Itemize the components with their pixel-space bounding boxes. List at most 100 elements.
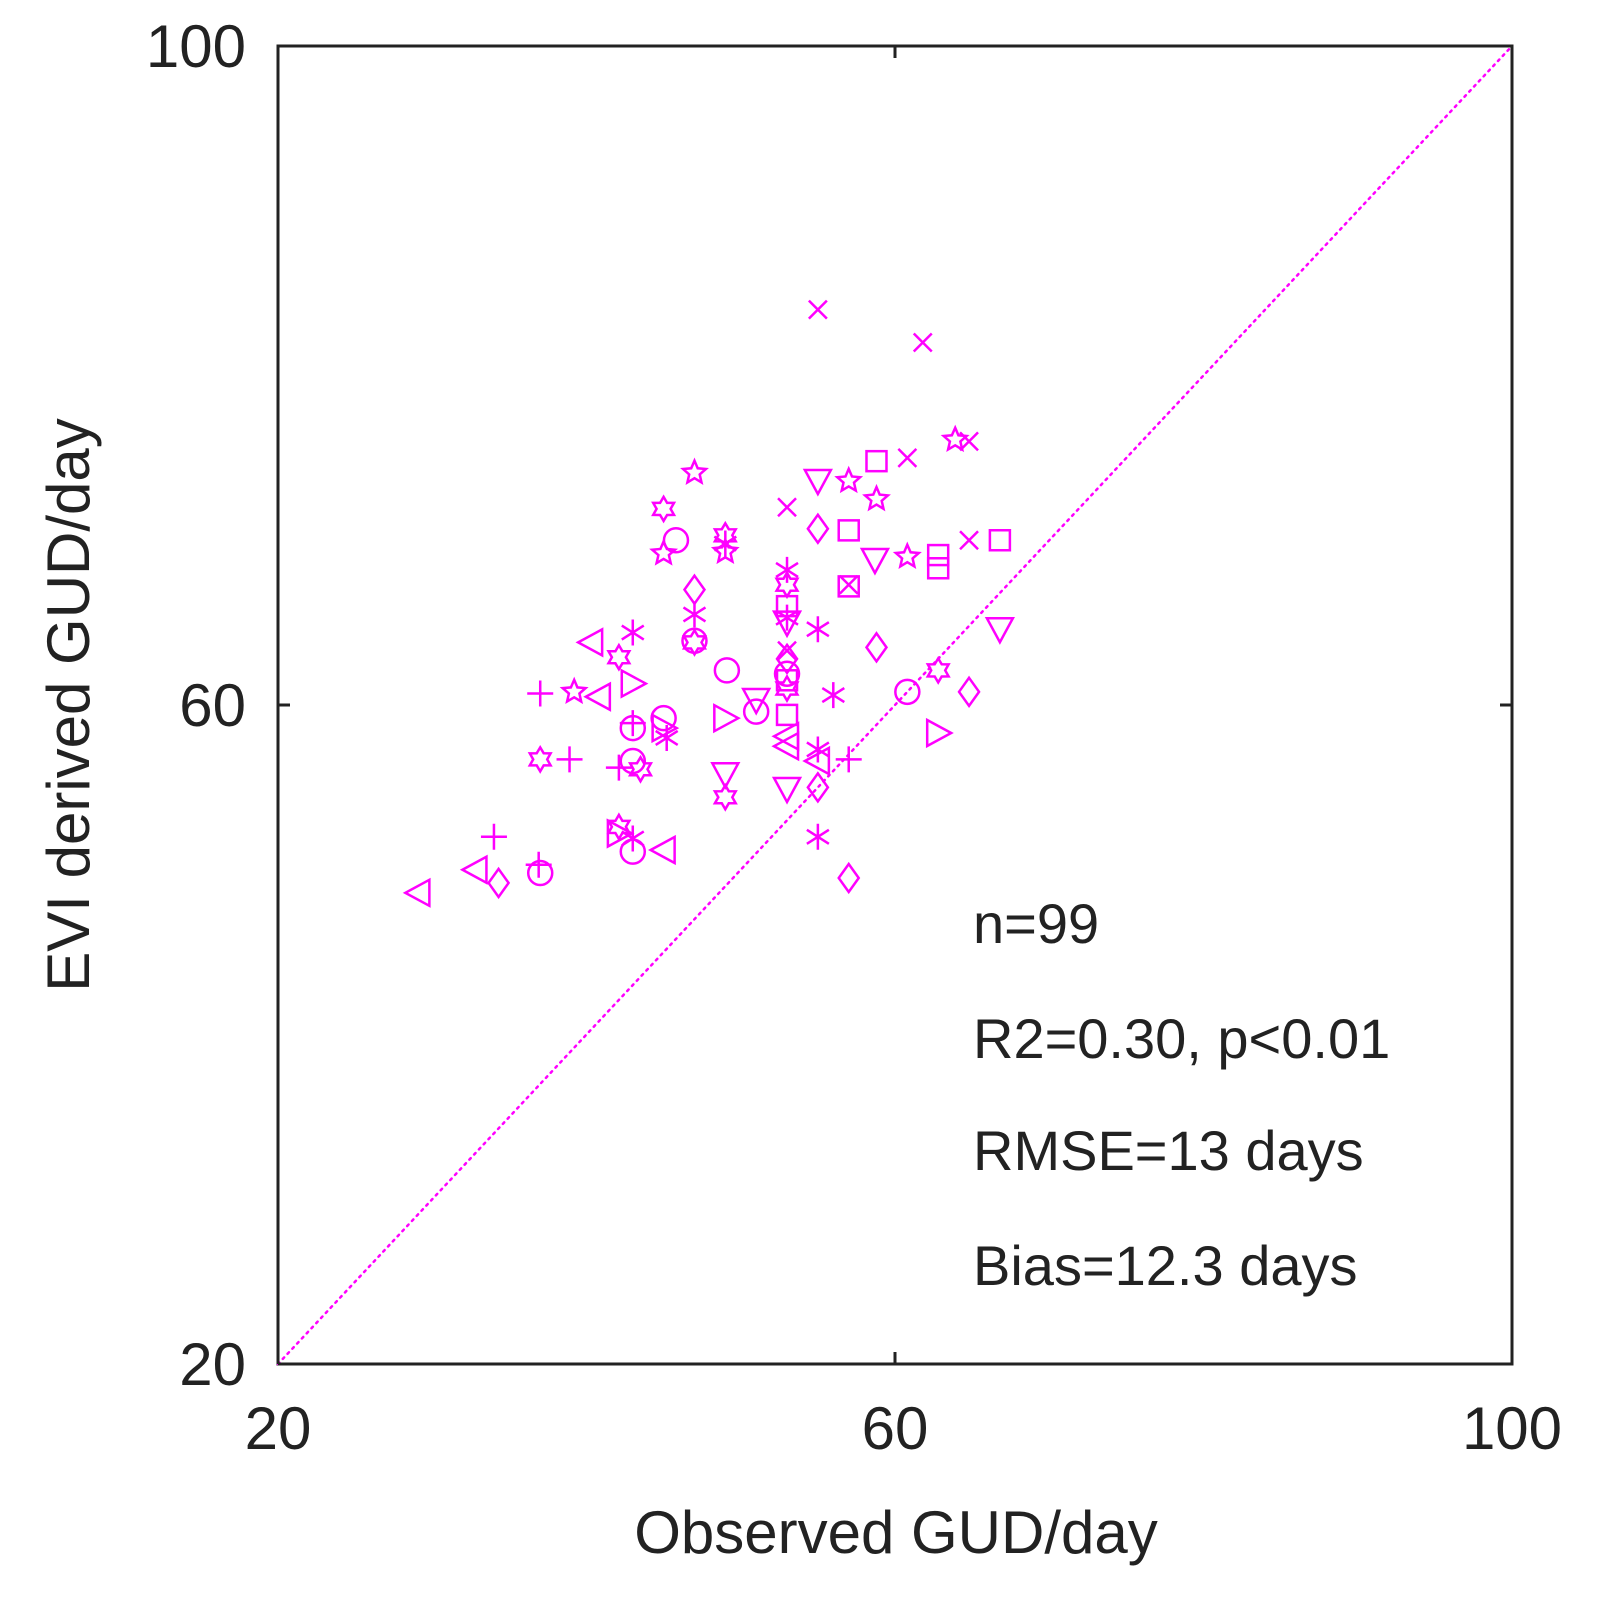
data-point-diamond	[775, 642, 799, 676]
data-point-square	[926, 543, 950, 567]
data-point-pentagram	[680, 457, 709, 485]
data-point-pentagram	[559, 676, 589, 705]
data-point-triangle-down	[771, 610, 803, 639]
annotation-rmse: RMSE=13 days	[973, 1119, 1364, 1182]
data-point-asterisk	[806, 616, 830, 643]
data-point-square	[926, 557, 950, 580]
data-point-triangle-down	[710, 761, 741, 790]
x-axis-tick-labels: 20 60 100	[245, 1395, 1562, 1462]
data-point-plus	[605, 754, 632, 781]
data-point-hexagram	[681, 627, 708, 657]
x-axis-label: Observed GUD/day	[634, 1499, 1158, 1566]
plot-area	[276, 44, 1514, 1366]
data-point-circle	[713, 657, 741, 684]
data-point-asterisk	[806, 736, 830, 763]
axis-ticks	[276, 44, 1514, 1366]
data-point-square	[775, 669, 799, 692]
data-point-square	[837, 519, 860, 542]
annotation-r2: R2=0.30, p<0.01	[973, 1007, 1390, 1070]
data-point-diamond	[957, 675, 981, 708]
data-point-x	[838, 574, 859, 595]
data-point-pentagram	[862, 483, 891, 512]
data-point-circle	[619, 838, 647, 865]
data-point-x	[807, 299, 828, 320]
x-tick-label: 20	[245, 1395, 312, 1462]
data-point-square	[837, 575, 860, 598]
data-point-diamond	[682, 573, 707, 606]
data-point-circle	[742, 698, 770, 725]
data-point-x	[959, 530, 979, 551]
data-point-circle	[662, 527, 690, 554]
data-point-plus	[556, 746, 583, 773]
data-point-triangle-down	[771, 776, 803, 805]
data-point-plus	[835, 746, 862, 773]
data-point-x	[777, 640, 797, 661]
data-point-triangle-left	[583, 681, 612, 712]
data-point-triangle-down	[984, 616, 1015, 645]
one-to-one-reference-line	[276, 44, 1514, 1366]
data-point-triangle-down	[802, 468, 833, 497]
y-tick-label: 20	[179, 1331, 246, 1398]
data-point-diamond	[837, 861, 861, 895]
y-axis-tick-labels: 20 60 100	[146, 13, 246, 1398]
data-point-hexagram	[627, 754, 654, 784]
data-point-triangle-right	[620, 668, 649, 699]
data-point-triangle-left	[575, 627, 604, 658]
data-point-plus	[527, 680, 554, 707]
scatter-points	[402, 299, 1015, 908]
data-point-plus	[525, 851, 552, 878]
data-point-triangle-left	[771, 731, 800, 762]
y-tick-label: 100	[146, 13, 246, 80]
data-point-square	[988, 529, 1012, 552]
data-point-asterisk	[682, 601, 707, 628]
data-point-pentagram	[710, 536, 740, 565]
x-tick-label: 100	[1462, 1395, 1562, 1462]
data-point-x	[897, 447, 918, 468]
data-point-triangle-right	[925, 717, 954, 749]
data-point-asterisk	[821, 682, 845, 709]
data-point-x	[777, 497, 797, 518]
data-point-circle	[773, 660, 801, 687]
data-point-pentagram	[834, 465, 864, 494]
data-point-triangle-right	[651, 712, 680, 744]
data-point-plus	[619, 710, 646, 737]
data-point-hexagram	[527, 744, 553, 774]
data-point-hexagram	[774, 674, 800, 703]
data-point-hexagram	[651, 494, 677, 524]
data-point-square	[865, 449, 888, 473]
x-tick-label: 60	[862, 1395, 929, 1462]
data-point-hexagram	[712, 782, 738, 812]
data-point-triangle-right	[713, 703, 741, 734]
data-point-triangle-right	[606, 818, 635, 849]
data-point-triangle-left	[802, 745, 831, 777]
data-point-x	[959, 431, 979, 452]
data-point-pentagram	[649, 538, 679, 566]
annotation-n: n=99	[973, 892, 1099, 955]
data-point-triangle-down	[741, 687, 772, 716]
data-point-triangle-down	[859, 547, 891, 576]
data-point-pentagram	[892, 541, 922, 569]
data-point-triangle-left	[402, 877, 431, 908]
y-axis-label: EVI derived GUD/day	[35, 418, 102, 992]
data-point-triangle-left	[648, 834, 676, 866]
data-point-hexagram	[925, 655, 951, 685]
stats-annotations: n=99 R2=0.30, p<0.01 RMSE=13 days Bias=1…	[973, 892, 1390, 1297]
data-point-asterisk	[621, 619, 645, 646]
data-point-diamond	[864, 631, 889, 664]
data-point-asterisk	[775, 556, 799, 583]
data-point-asterisk	[775, 604, 799, 631]
data-point-diamond	[806, 512, 830, 545]
y-tick-label: 60	[179, 672, 246, 739]
data-point-triangle-left	[459, 854, 488, 885]
data-point-square	[775, 703, 799, 727]
data-point-diamond	[487, 866, 511, 900]
data-point-circle	[894, 678, 921, 706]
data-point-hexagram	[606, 642, 632, 672]
data-point-x	[912, 332, 933, 353]
data-point-diamond	[806, 771, 830, 804]
data-point-circle	[526, 859, 554, 887]
data-point-plus	[480, 823, 507, 850]
data-point-asterisk	[806, 823, 830, 850]
data-point-asterisk	[655, 724, 679, 751]
